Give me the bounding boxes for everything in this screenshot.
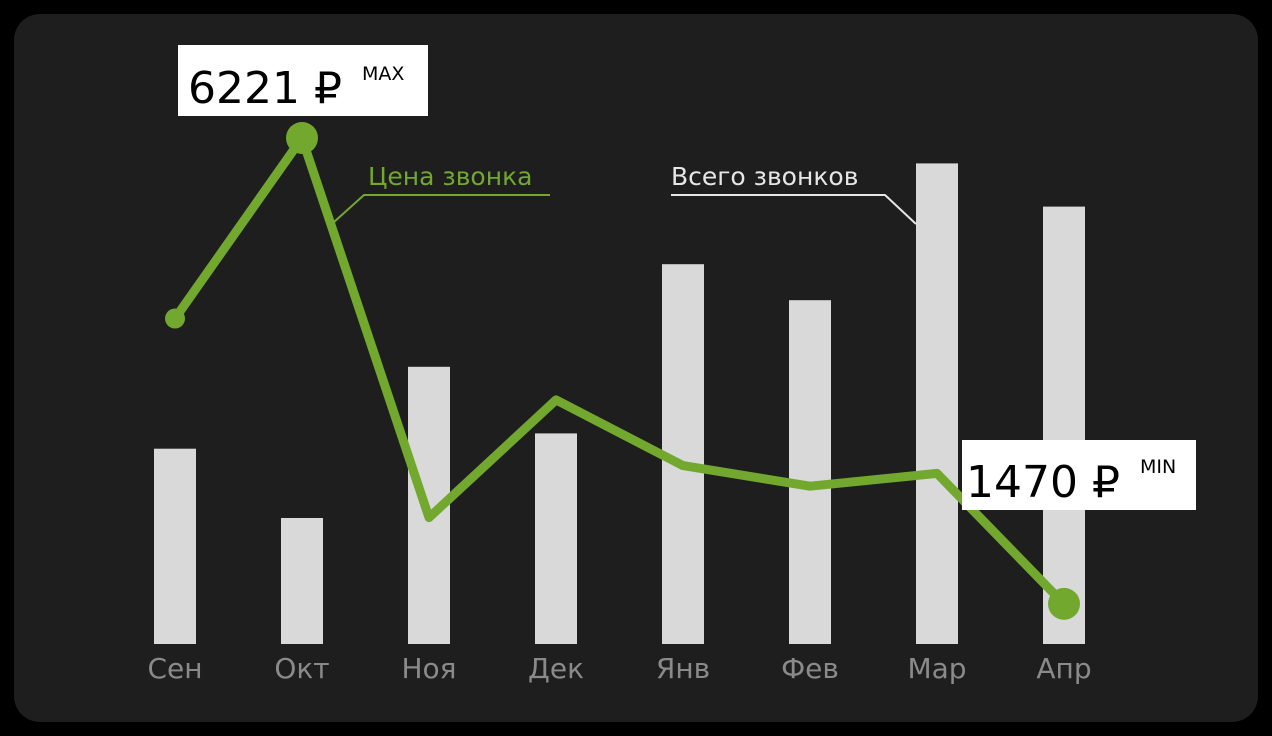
bar-2: [281, 518, 323, 644]
legend-line-label: Цена звонка: [368, 162, 533, 191]
min-annotation: 1470 ₽ MIN: [962, 440, 1196, 510]
x-tick-label: Апр: [1036, 652, 1091, 685]
min-value: 1470 ₽: [966, 457, 1120, 508]
max-annotation-box: [178, 45, 428, 116]
legend-bar-series: Всего звонков: [671, 162, 917, 225]
price-line: [170, 133, 1069, 609]
line-series-group: [165, 122, 1080, 620]
x-tick-label: Фев: [781, 652, 839, 685]
max-annotation: 6221 ₽ MAX: [178, 45, 428, 116]
max-tag: MAX: [362, 63, 404, 85]
bar-6: [789, 300, 831, 644]
x-tick-label: Окт: [274, 652, 329, 685]
x-tick-labels: Сен Окт Ноя Дек Янв Фев Мар Апр: [147, 652, 1091, 685]
legend-line-series: Цена звонка: [333, 162, 550, 223]
bar-7: [916, 163, 958, 644]
min-tag: MIN: [1140, 456, 1176, 478]
legend-bar-label: Всего звонков: [671, 162, 858, 191]
bars-group: [154, 163, 1085, 644]
bar-1: [154, 448, 196, 644]
x-tick-label: Янв: [656, 652, 710, 685]
legend-bar-leader: [671, 194, 917, 225]
bar-8: [1043, 206, 1085, 644]
start-point: [165, 308, 185, 329]
max-point: [286, 122, 318, 154]
min-point: [1048, 587, 1080, 620]
bar-4: [535, 433, 577, 644]
x-tick-label: Мар: [907, 652, 966, 685]
x-tick-label: Дек: [528, 652, 584, 685]
max-value: 6221 ₽: [188, 63, 342, 114]
legend-line-leader: [333, 194, 550, 223]
x-tick-label: Ноя: [401, 652, 456, 685]
x-tick-label: Сен: [147, 652, 202, 685]
min-annotation-box: [962, 440, 1196, 510]
